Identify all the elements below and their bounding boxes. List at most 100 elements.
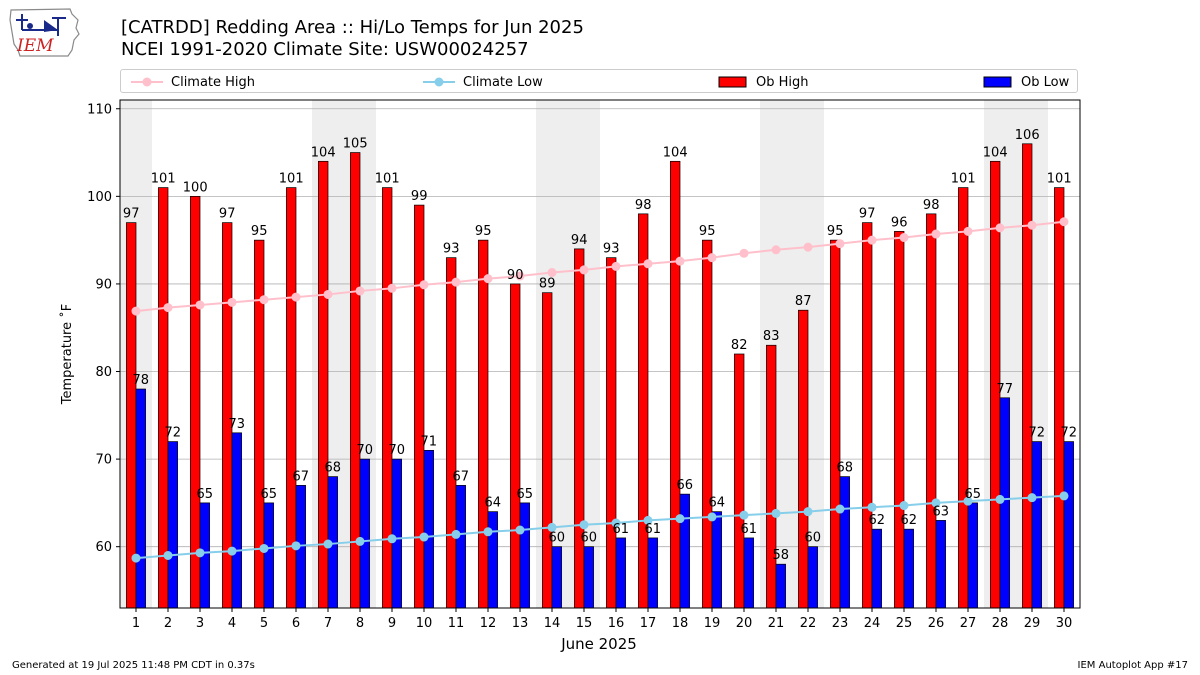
legend-label-ob-high: Ob High	[756, 74, 809, 90]
ob-low-bar	[391, 458, 402, 609]
ob-high-bar	[830, 239, 841, 609]
climate-high-point	[131, 306, 141, 316]
ob-low-bar	[839, 476, 850, 609]
ob-high-bar	[574, 248, 585, 609]
ob-low-bar	[519, 502, 530, 609]
x-tick-label: 7	[324, 616, 332, 631]
x-tick-label: 4	[228, 616, 236, 631]
ob-high-label: 97	[859, 207, 876, 222]
climate-low-point	[739, 510, 749, 520]
ob-high-label: 104	[311, 145, 336, 160]
climate-low-point	[963, 496, 973, 506]
ob-high-label: 95	[827, 224, 844, 239]
climate-low-line	[135, 494, 1065, 560]
ob-low-label: 70	[357, 443, 374, 458]
ob-low-bar	[231, 432, 242, 609]
ob-high-label: 105	[343, 137, 368, 152]
ob-high-label: 101	[151, 172, 176, 187]
climate-high-point	[931, 229, 941, 239]
legend-item-ob-high: Ob High	[718, 73, 809, 91]
x-axis-label: June 2025	[560, 635, 637, 653]
ob-high-bar	[1054, 187, 1065, 609]
x-tick-label: 21	[768, 616, 785, 631]
climate-high-point	[707, 253, 717, 263]
x-tick-label: 1	[132, 616, 140, 631]
ob-low-bar	[1063, 441, 1074, 609]
y-tick-label: 110	[87, 102, 112, 117]
ob-high-label: 93	[603, 242, 620, 257]
climate-low-point	[867, 502, 877, 512]
ob-low-bar	[871, 528, 882, 609]
climate-low-point	[131, 553, 141, 563]
ob-low-label: 70	[389, 443, 406, 458]
ob-low-bar	[423, 449, 434, 609]
x-tick-label: 5	[260, 616, 268, 631]
ob-high-label: 96	[891, 215, 908, 230]
climate-low-point	[195, 548, 205, 558]
legend-label-ob-low: Ob Low	[1021, 74, 1070, 90]
ob-high-label: 104	[663, 145, 688, 160]
ob-low-bar	[167, 441, 178, 609]
chart-title: [CATRDD] Redding Area :: Hi/Lo Temps for…	[121, 17, 584, 38]
ob-low-label: 78	[133, 373, 150, 388]
chart-legend: Climate High Climate Low Ob High Ob Low	[120, 69, 1078, 93]
x-tick-label: 24	[864, 616, 881, 631]
climate-high-point	[259, 295, 269, 305]
ob-high-label: 87	[795, 294, 812, 309]
climate-low-point	[771, 508, 781, 518]
ob-high-label: 89	[539, 277, 556, 292]
ob-low-label: 61	[613, 522, 630, 537]
ob-high-label: 104	[983, 145, 1008, 160]
climate-low-point	[515, 525, 525, 535]
iem-iowa-logo-icon: IEM	[9, 8, 80, 57]
ob-high-bar	[254, 239, 265, 609]
y-tick-label: 70	[95, 453, 112, 468]
ob-high-bar	[510, 283, 521, 609]
x-tick-label: 9	[388, 616, 396, 631]
x-tick-label: 27	[960, 616, 977, 631]
y-tick-label: 100	[87, 190, 112, 205]
x-tick-label: 11	[448, 616, 465, 631]
legend-line-marker-icon	[131, 77, 163, 87]
climate-low-point	[259, 543, 269, 553]
ob-low-label: 72	[1061, 426, 1078, 441]
x-tick-label: 25	[896, 616, 913, 631]
footer-generated-text: Generated at 19 Jul 2025 11:48 PM CDT in…	[12, 660, 255, 671]
climate-low-point	[579, 520, 589, 530]
ob-low-label: 65	[517, 487, 534, 502]
ob-high-label: 95	[699, 224, 716, 239]
y-tick-label: 90	[95, 277, 112, 292]
ob-low-label: 72	[1029, 426, 1046, 441]
ob-low-bar	[359, 458, 370, 609]
plot-frame	[119, 99, 1081, 609]
legend-item-climate-low: Climate Low	[423, 73, 543, 91]
climate-low-point	[451, 529, 461, 539]
ob-high-label: 100	[183, 180, 208, 195]
climate-high-point	[451, 277, 461, 287]
ob-low-bar	[935, 520, 946, 609]
ob-low-bar	[711, 511, 722, 609]
x-tick-label: 26	[928, 616, 945, 631]
ob-low-label: 64	[709, 496, 726, 511]
climate-high-point	[419, 280, 429, 290]
climate-high-point	[579, 265, 589, 275]
climate-low-point	[643, 515, 653, 525]
ob-high-bar	[478, 239, 489, 609]
ob-high-label: 94	[571, 233, 588, 248]
ob-low-label: 68	[325, 461, 342, 476]
ob-low-label: 67	[293, 469, 310, 484]
ob-high-label: 95	[475, 224, 492, 239]
climate-high-point	[611, 261, 621, 271]
y-tick-label: 60	[95, 540, 112, 555]
legend-swatch-icon	[718, 76, 747, 88]
ob-low-label: 65	[965, 487, 982, 502]
ob-low-bar	[135, 388, 146, 609]
x-tick-label: 30	[1056, 616, 1073, 631]
ob-low-label: 72	[165, 426, 182, 441]
ob-low-label: 77	[997, 382, 1014, 397]
ob-high-label: 82	[731, 338, 748, 353]
ob-low-bar	[487, 511, 498, 609]
x-tick-label: 15	[576, 616, 593, 631]
climate-high-point	[227, 297, 237, 307]
climate-high-point	[899, 233, 909, 243]
